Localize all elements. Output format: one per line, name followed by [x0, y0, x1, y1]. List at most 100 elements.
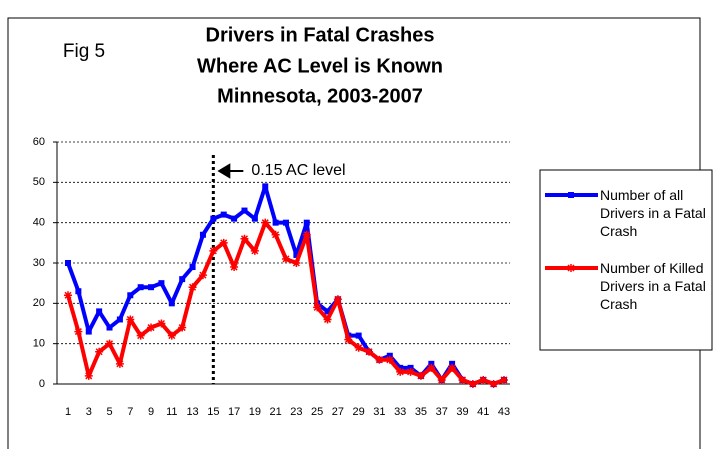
marker: [407, 364, 414, 371]
x-tick-label: 15: [207, 406, 219, 418]
marker: [168, 300, 175, 307]
marker: [324, 308, 331, 315]
marker: [189, 264, 196, 271]
marker: [115, 359, 124, 368]
marker: [437, 375, 446, 384]
chart-title: Drivers in Fatal Crashes: [206, 24, 435, 46]
marker: [127, 292, 134, 299]
marker: [293, 251, 300, 258]
marker: [416, 371, 425, 380]
marker: [85, 328, 92, 335]
marker: [458, 375, 467, 384]
marker: [333, 295, 342, 304]
marker: [178, 323, 187, 332]
marker: [157, 319, 166, 328]
legend-label: Number of all Drivers in a Fatal Crash: [600, 187, 706, 239]
marker: [283, 219, 289, 226]
marker: [262, 183, 269, 190]
marker: [282, 254, 290, 263]
marker: [386, 352, 393, 359]
y-tick-label: 10: [33, 338, 45, 350]
marker: [198, 271, 207, 280]
marker: [179, 276, 186, 283]
annotation: 0.15 AC level: [251, 162, 345, 179]
marker: [75, 288, 82, 295]
y-tick-label: 40: [33, 217, 45, 229]
marker: [96, 308, 103, 315]
marker: [313, 303, 322, 312]
marker: [210, 215, 217, 222]
marker: [188, 283, 197, 292]
x-tick-label: 23: [290, 406, 302, 418]
marker: [261, 218, 270, 227]
marker: [375, 355, 384, 364]
marker: [303, 219, 310, 226]
chart-title: Minnesota, 2003-2007: [217, 85, 423, 107]
marker: [136, 331, 145, 340]
y-tick-label: 30: [33, 257, 45, 269]
marker: [323, 315, 332, 324]
x-tick-label: 3: [86, 406, 92, 418]
marker: [344, 335, 353, 344]
y-tick-label: 50: [33, 176, 45, 188]
marker: [137, 284, 144, 291]
marker: [199, 231, 206, 238]
x-tick-label: 33: [394, 406, 406, 418]
marker: [147, 323, 156, 332]
x-tick-label: 7: [127, 406, 133, 418]
annotation-arrow: [217, 163, 244, 179]
x-tick-label: 11: [166, 406, 177, 418]
marker: [568, 192, 574, 198]
marker: [148, 284, 155, 291]
marker: [468, 380, 477, 388]
y-tick-label: 60: [33, 136, 45, 148]
marker: [220, 211, 227, 218]
series-line: [66, 184, 505, 386]
x-tick-label: 13: [186, 406, 198, 418]
x-tick-label: 35: [415, 406, 427, 418]
marker: [95, 347, 104, 356]
x-tick-label: 19: [249, 406, 261, 418]
marker: [65, 260, 71, 266]
marker: [250, 246, 259, 255]
marker: [292, 259, 301, 267]
marker: [448, 363, 457, 372]
marker: [479, 375, 488, 384]
marker: [427, 363, 436, 372]
marker: [64, 291, 72, 300]
marker: [449, 360, 456, 367]
marker: [271, 230, 280, 239]
x-tick-label: 21: [269, 406, 281, 418]
marker: [230, 263, 239, 272]
x-tick-label: 43: [498, 406, 510, 418]
marker: [126, 315, 135, 324]
marker: [116, 316, 123, 323]
marker: [567, 264, 575, 272]
marker: [241, 207, 248, 214]
marker: [106, 324, 113, 331]
x-tick-label: 9: [148, 406, 154, 418]
legend-box: [539, 169, 713, 351]
x-tick-label: 29: [353, 406, 365, 418]
x-tick-label: 1: [65, 406, 71, 418]
marker: [397, 364, 404, 371]
marker: [428, 360, 435, 367]
x-tick-label: 37: [436, 406, 448, 418]
x-tick-label: 17: [228, 406, 240, 418]
marker: [302, 230, 311, 239]
marker: [355, 332, 362, 339]
x-tick-label: 39: [456, 406, 468, 418]
marker: [365, 347, 374, 356]
x-tick-label: 5: [106, 406, 112, 418]
marker: [240, 234, 249, 243]
legend-label: Number of Killed Drivers in a Fatal Cras…: [600, 260, 706, 312]
x-tick-label: 25: [311, 406, 323, 418]
marker: [385, 355, 394, 364]
y-tick-label: 0: [39, 378, 45, 390]
marker: [489, 380, 498, 388]
marker: [251, 215, 258, 222]
marker: [74, 327, 83, 336]
marker: [105, 339, 114, 348]
marker: [354, 343, 363, 352]
